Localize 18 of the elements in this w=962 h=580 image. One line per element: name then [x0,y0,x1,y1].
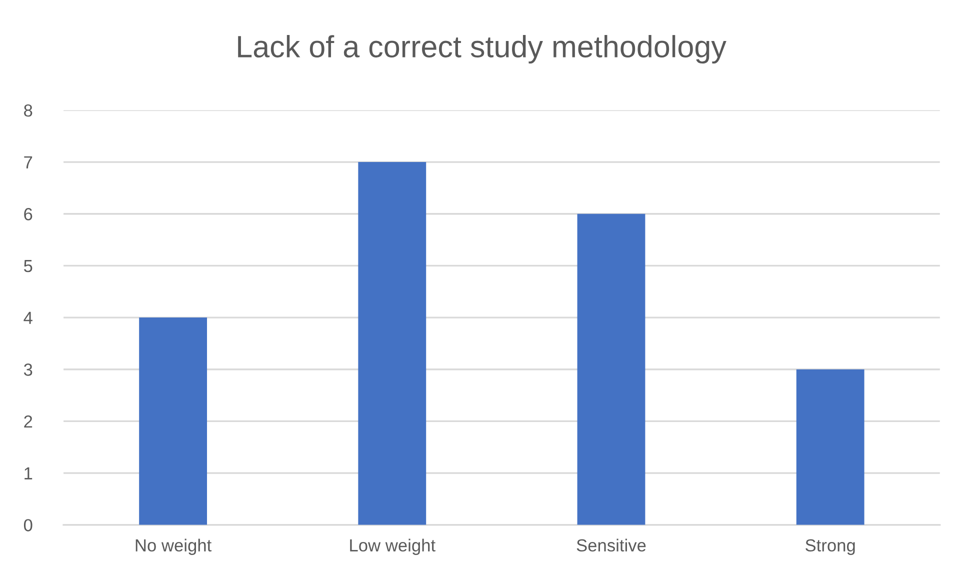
y-tick-label: 6 [24,208,32,220]
y-tick-label: 5 [24,260,32,272]
bar [577,214,646,525]
x-tick-label: Low weight [350,538,436,555]
bar [139,318,207,525]
bar [358,162,426,525]
y-tick-label: 0 [24,519,32,532]
y-tick-label: 2 [24,415,32,428]
y-tick-label: 7 [24,156,32,168]
bar [796,369,864,525]
x-tick-label: No weight [136,538,212,555]
x-tick-label: Sensitive [576,538,646,552]
y-tick-label: 8 [24,104,32,117]
x-tick-label: Strong [806,539,855,555]
chart-title: Lack of a correct study methodology [238,35,726,64]
y-tick-label: 1 [24,467,32,480]
y-tick-label: 4 [24,312,32,324]
y-tick-label: 3 [24,364,32,376]
